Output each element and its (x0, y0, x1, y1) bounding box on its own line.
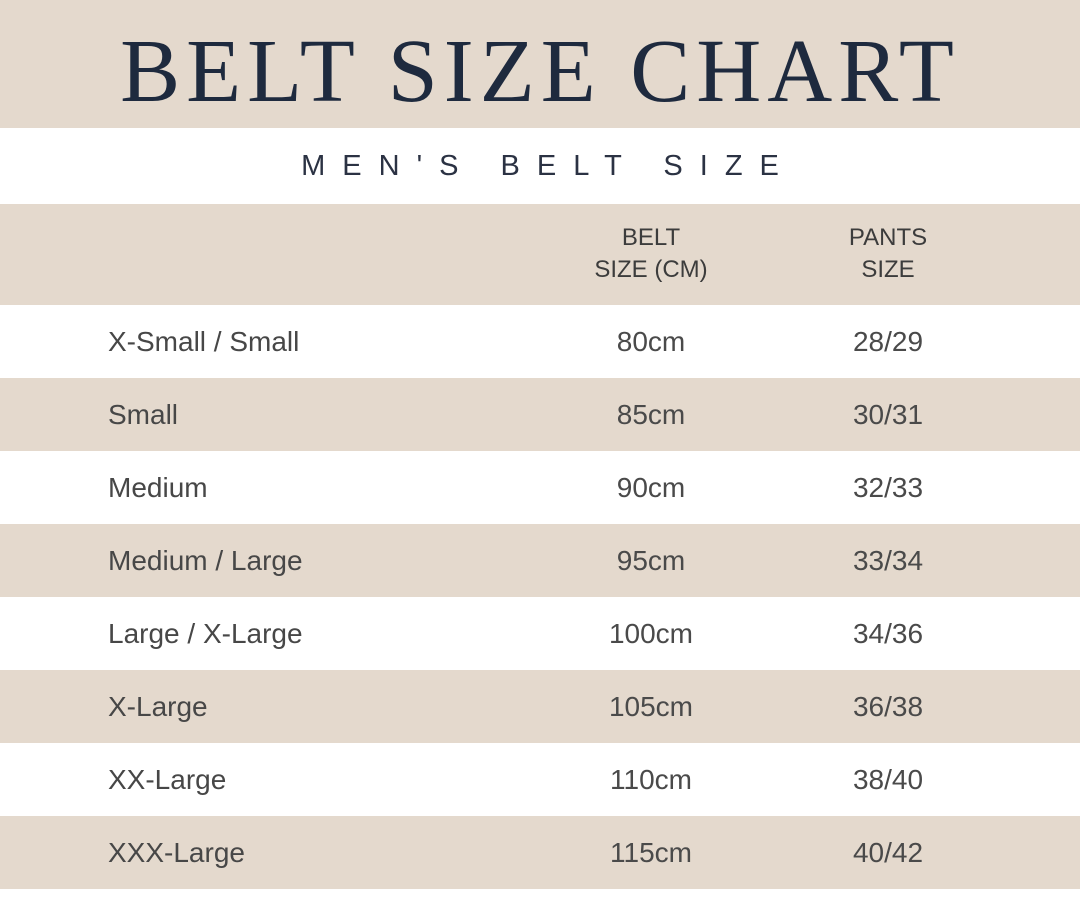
size-label: Large / X-Large (108, 618, 303, 649)
page-subtitle: MEN'S BELT SIZE (301, 150, 796, 182)
pants-size-value: 38/40 (852, 764, 924, 795)
size-label: XXX-Large (108, 837, 245, 868)
table-row: X-Small / Small 80cm 28/29 (0, 305, 1080, 378)
table-header-row (0, 204, 1080, 305)
pants-size-value: 32/33 (852, 472, 924, 503)
table-row: XXX-Large 115cm 40/42 (0, 816, 1080, 889)
table-row: Medium 90cm 32/33 (0, 451, 1080, 524)
table-row: Large / X-Large 100cm 34/36 (0, 597, 1080, 670)
table-row: Medium / Large 95cm 33/34 (0, 524, 1080, 597)
table-row: X-Large 105cm 36/38 (0, 670, 1080, 743)
pants-size-value: 34/36 (852, 618, 924, 649)
subtitle-band (0, 128, 1080, 204)
table-row: Small 85cm 30/31 (0, 378, 1080, 451)
belt-size-value: 85cm (616, 399, 686, 430)
column-header-pants-line1: PANTS (848, 224, 928, 251)
column-header-belt-size: BELT SIZE (CM) (541, 222, 761, 286)
size-label: X-Small / Small (108, 326, 300, 357)
pants-size-value: 28/29 (852, 326, 924, 357)
size-label: Medium / Large (108, 545, 303, 576)
pants-size-value: 36/38 (852, 691, 924, 722)
belt-size-value: 115cm (610, 837, 692, 868)
size-label: X-Large (108, 691, 208, 722)
column-header-pants-size: PANTS SIZE (778, 222, 998, 286)
belt-size-value: 100cm (608, 618, 694, 649)
column-header-belt-line2: SIZE (CM) (594, 256, 708, 283)
belt-size-value: 80cm (616, 326, 686, 357)
table-row: XX-Large 110cm 38/40 (0, 743, 1080, 816)
title-band (0, 0, 1080, 128)
belt-size-value: 110cm (610, 764, 692, 795)
belt-size-value: 105cm (608, 691, 694, 722)
belt-size-value: 90cm (616, 472, 686, 503)
size-label: Small (108, 399, 179, 430)
pants-size-value: 33/34 (852, 545, 924, 576)
size-label: Medium (108, 472, 208, 503)
pants-size-value: 40/42 (852, 837, 924, 868)
page-title: BELT SIZE CHART (120, 22, 960, 121)
pants-size-value: 30/31 (852, 399, 924, 430)
belt-size-value: 95cm (616, 545, 686, 576)
column-header-pants-line2: SIZE (861, 256, 915, 283)
size-label: XX-Large (108, 764, 227, 795)
column-header-belt-line1: BELT (621, 224, 681, 251)
